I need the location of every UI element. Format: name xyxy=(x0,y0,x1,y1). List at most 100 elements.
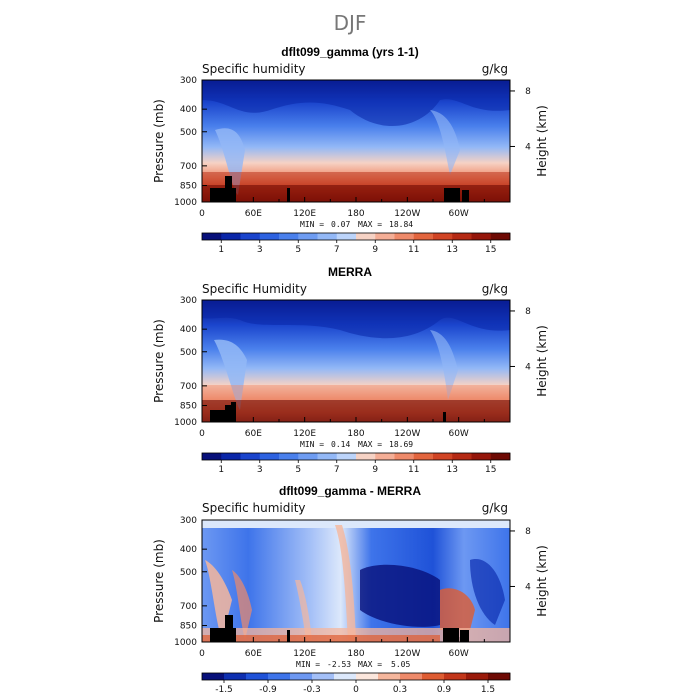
panel-difference: dflt099_gamma - MERRA Specific humidity … xyxy=(152,484,549,695)
colorbar-tick-label: 9 xyxy=(372,245,378,255)
max-value: 18.69 xyxy=(389,440,413,449)
colorbar-swatch xyxy=(378,673,401,680)
colorbar-tick-label: 13 xyxy=(447,245,458,255)
y-tick-label: 300 xyxy=(180,296,197,306)
units-label: g/kg xyxy=(482,62,508,76)
y-axis-right: 84 xyxy=(510,307,531,372)
colorbar-swatch xyxy=(298,233,318,240)
units-label: g/kg xyxy=(482,282,508,296)
max-label: MAX = xyxy=(358,660,382,669)
panel-title: dflt099_gamma (yrs 1-1) xyxy=(281,45,418,59)
y-axis-label: Pressure (mb) xyxy=(152,99,166,183)
y-axis-right-label: Height (km) xyxy=(535,325,549,396)
x-tick-label: 60E xyxy=(245,429,262,439)
min-max-readout: MIN = 0.07 MAX = 18.84 xyxy=(300,220,413,229)
x-axis: 0 60E 120E 180 120W 60W xyxy=(199,197,485,219)
colorbar-swatch xyxy=(400,673,423,680)
colorbar: 1 3 5 7 9 11 13 15 xyxy=(201,232,511,255)
colorbar-tick-label: 1.5 xyxy=(481,685,495,695)
colorbar-swatch xyxy=(488,673,511,680)
colorbar-tick-label: -1.5 xyxy=(215,685,233,695)
y-tick-label: 400 xyxy=(180,105,197,115)
min-max-readout: MIN = 0.14 MAX = 18.69 xyxy=(300,440,413,449)
colorbar-frame xyxy=(201,232,511,241)
x-tick-label: 0 xyxy=(199,429,205,439)
colorbar-swatch xyxy=(375,233,395,240)
colorbar-tick-label: 5 xyxy=(295,245,301,255)
colorbar-tick-label: 0.3 xyxy=(393,685,407,695)
colorbar-swatch xyxy=(336,233,357,240)
colorbar-tick-label: 15 xyxy=(485,245,496,255)
min-label: MIN = xyxy=(300,220,324,229)
colorbar-tick-label: 5 xyxy=(295,465,301,475)
x-tick-label: 60W xyxy=(448,209,468,219)
x-tick-label: 60E xyxy=(245,649,262,659)
right-tick-label: 4 xyxy=(525,362,531,372)
min-value: -2.53 xyxy=(327,660,351,669)
colorbar-tick-label: 11 xyxy=(408,465,419,475)
colorbar-tick-label: 3 xyxy=(257,245,263,255)
x-tick-label: 0 xyxy=(199,649,205,659)
min-label: MIN = xyxy=(300,440,324,449)
colorbar-swatch xyxy=(279,453,299,460)
min-value: 0.14 xyxy=(331,440,350,449)
colorbar-tick-label: 7 xyxy=(334,245,340,255)
right-tick-label: 8 xyxy=(525,87,531,97)
colorbar-swatch xyxy=(394,233,415,240)
y-tick-label: 1000 xyxy=(174,638,197,648)
colorbar-swatch xyxy=(413,453,434,460)
y-tick-label: 300 xyxy=(180,76,197,86)
y-axis-right: 84 xyxy=(510,87,531,152)
x-tick-label: 60W xyxy=(448,649,468,659)
colorbar-tick-label: 1 xyxy=(218,245,224,255)
colorbar-swatch xyxy=(375,453,395,460)
colorbar-swatch xyxy=(259,233,280,240)
colorbar-tick-label: 13 xyxy=(447,465,458,475)
colorbar-swatch xyxy=(444,673,467,680)
colorbar-swatch xyxy=(334,673,357,680)
y-axis: 300 400 500 700 850 1000 xyxy=(174,296,207,428)
colorbar-swatch xyxy=(356,673,379,680)
right-tick-label: 8 xyxy=(525,307,531,317)
colorbar-swatch xyxy=(433,233,453,240)
max-value: 18.84 xyxy=(389,220,413,229)
y-tick-label: 850 xyxy=(180,402,197,412)
colorbar-tick-label: 1 xyxy=(218,465,224,475)
y-axis-right-label: Height (km) xyxy=(535,545,549,616)
colorbar-swatch xyxy=(466,673,489,680)
x-axis: 0 60E 120E 180 120W 60W xyxy=(199,417,485,439)
y-axis-label: Pressure (mb) xyxy=(152,319,166,403)
field-label: Specific Humidity xyxy=(202,282,307,296)
y-tick-label: 500 xyxy=(180,568,197,578)
colorbar-swatch xyxy=(202,453,222,460)
x-tick-label: 120W xyxy=(394,649,420,659)
colorbar-swatch xyxy=(422,673,445,680)
field-label: Specific humidity xyxy=(202,501,306,515)
colorbar-swatch xyxy=(240,453,261,460)
colorbar-swatch xyxy=(356,233,376,240)
x-tick-label: 60W xyxy=(448,429,468,439)
panel-merra: MERRA Specific Humidity g/kg 30040050070… xyxy=(152,265,549,475)
colorbar-swatch xyxy=(246,673,269,680)
x-tick-label: 120W xyxy=(394,209,420,219)
y-axis-right-label: Height (km) xyxy=(535,105,549,176)
colorbar-tick-label: 11 xyxy=(408,245,419,255)
y-tick-label: 850 xyxy=(180,622,197,632)
x-tick-label: 180 xyxy=(347,429,364,439)
contour-field xyxy=(202,80,510,202)
y-tick-label: 1000 xyxy=(174,418,197,428)
colorbar-swatch xyxy=(268,673,291,680)
colorbar-swatch xyxy=(279,233,299,240)
colorbar-swatch xyxy=(471,233,492,240)
panel-model: dflt099_gamma (yrs 1-1) Specific humidit… xyxy=(152,45,549,255)
colorbar-swatch xyxy=(240,233,261,240)
topography xyxy=(210,176,469,202)
colorbar-swatch xyxy=(452,453,472,460)
x-tick-label: 120E xyxy=(293,209,316,219)
colorbar-frame xyxy=(201,452,511,461)
colorbar-swatch xyxy=(202,673,225,680)
y-tick-label: 850 xyxy=(180,182,197,192)
topography xyxy=(210,615,469,642)
colorbar-swatch xyxy=(312,673,335,680)
